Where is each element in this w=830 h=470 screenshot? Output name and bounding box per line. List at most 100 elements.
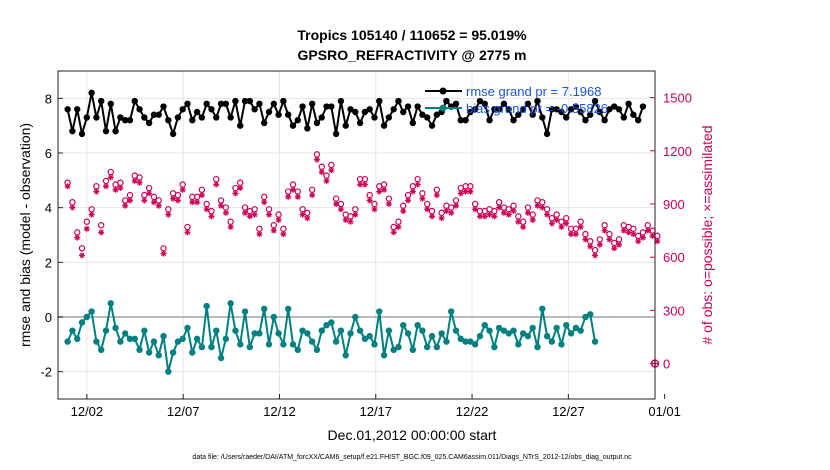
obs-assimilated-stroke-d2-228	[611, 245, 617, 251]
rmse-point-90	[280, 97, 287, 105]
obs-assimilated-point-16	[102, 183, 109, 190]
rmse-point-26	[126, 117, 134, 124]
obs-assimilated-point-230	[616, 241, 623, 248]
rmse-point-88	[275, 111, 282, 118]
rmse-point-62	[213, 114, 220, 121]
rmse-point-136	[390, 106, 397, 113]
y-axis-left-label: rmse and bias (model - observation)	[17, 123, 33, 347]
obs-assimilated-point-96	[294, 193, 301, 200]
bias-point-72	[237, 341, 244, 348]
obs-possible-point-8	[83, 218, 91, 225]
obs-assimilated-stroke-d2-148	[419, 196, 425, 202]
x-tick-label-5: 12/27	[552, 404, 585, 419]
obs-assimilated-stroke-d2-194	[530, 217, 536, 223]
obs-assimilated-point-72	[237, 185, 244, 192]
obs-assimilated-point-116	[342, 216, 349, 223]
bias-point-84	[265, 341, 273, 348]
rmse-point-8	[83, 114, 91, 121]
bias-point-102	[308, 338, 316, 345]
rmse-point-238	[634, 117, 642, 124]
bias-point-96	[294, 346, 301, 353]
obs-assimilated-point-14	[98, 229, 105, 236]
obs-assimilated-stroke-d2-42	[165, 212, 171, 218]
obs-assimilated-point-242	[644, 227, 651, 234]
obs-assimilated-point-128	[371, 206, 378, 213]
bias-point-110	[328, 319, 335, 326]
obs-assimilated-point-164	[457, 190, 464, 197]
bias-point-82	[261, 305, 268, 312]
bias-point-194	[529, 324, 536, 332]
rmse-point-12	[93, 114, 100, 121]
obs-assimilated-point-198	[539, 204, 546, 211]
bias-point-130	[376, 308, 383, 315]
obs-assimilated-point-238	[635, 238, 642, 245]
bias-point-76	[246, 343, 254, 351]
rmse-point-236	[630, 111, 637, 118]
obs-assimilated-point-88	[275, 216, 282, 223]
rmse-point-60	[208, 106, 215, 113]
rmse-point-176	[486, 117, 493, 124]
obs-assimilated-stroke-d2-116	[343, 217, 349, 223]
obs-assimilated-stroke-d2-4	[74, 235, 80, 241]
obs-assimilated-stroke-d2-80	[256, 231, 262, 237]
obs-assimilated-stroke-d2-8	[84, 226, 90, 232]
rmse-point-170	[471, 106, 479, 113]
rmse-point-76	[246, 97, 254, 105]
legend-rmse-label: rmse grand pr = 7.1968	[466, 84, 602, 99]
bias-point-164	[457, 335, 464, 343]
obs-assimilated-point-80	[256, 231, 263, 238]
obs-assimilated-stroke-d2-16	[103, 183, 109, 189]
bias-point-74	[241, 308, 249, 315]
x-tick-label-6: 01/01	[648, 404, 681, 419]
obs-assimilated-stroke-d2-106	[319, 169, 325, 175]
obs-assimilated-stroke-d2-218	[587, 244, 593, 250]
obs-assimilated-stroke-d2-56	[199, 192, 205, 198]
bias-point-56	[198, 343, 206, 351]
rmse-point-40	[160, 103, 167, 110]
obs-assimilated-stroke-d2-52	[189, 199, 195, 205]
bias-point-2	[69, 327, 76, 334]
y-right-tick-label-2: 600	[663, 250, 685, 265]
rmse-point-220	[591, 97, 599, 105]
obs-assimilated-point-4	[74, 234, 81, 241]
obs-assimilated-point-106	[318, 169, 325, 176]
obs-assimilated-stroke-d2-98	[300, 212, 306, 218]
rmse-point-4	[74, 106, 81, 113]
x-tick-label-2: 12/12	[263, 404, 296, 419]
obs-assimilated-point-100	[304, 215, 311, 222]
obs-assimilated-stroke-d2-128	[371, 206, 378, 212]
obs-assimilated-point-74	[242, 209, 249, 216]
obs-assimilated-point-70	[232, 190, 239, 197]
legend-rmse-marker	[439, 87, 447, 95]
rmse-point-144	[409, 119, 417, 127]
bias-point-204	[553, 324, 560, 332]
bias-point-108	[323, 322, 330, 329]
obs-assimilated-point-174	[481, 213, 488, 220]
obs-assimilated-stroke-d2-2	[69, 204, 75, 211]
obs-assimilated-stroke-d2-230	[616, 242, 622, 248]
obs-assimilated-point-28	[131, 177, 138, 184]
bias-point-24	[121, 330, 129, 337]
y-right-tick-label-3: 900	[663, 197, 685, 212]
obs-assimilated-stroke-d2-164	[458, 190, 464, 196]
rmse-point-168	[467, 108, 474, 116]
obs-assimilated-point-98	[299, 211, 306, 218]
rmse-point-202	[548, 106, 556, 113]
obs-assimilated-point-68	[227, 224, 234, 231]
rmse-point-240	[639, 103, 647, 110]
rmse-point-64	[217, 100, 225, 108]
rmse-point-212	[572, 103, 580, 110]
rmse-point-68	[227, 114, 234, 121]
bias-point-32	[141, 327, 148, 334]
obs-assimilated-point-76	[246, 213, 253, 220]
y-left-tick-label-2: 2	[45, 255, 52, 270]
obs-assimilated-stroke-d2-142	[405, 197, 411, 203]
obs-assimilated-stroke-d2-14	[98, 229, 104, 235]
bias-point-160	[447, 308, 455, 315]
obs-assimilated-point-208	[563, 220, 570, 227]
obs-assimilated-point-186	[510, 208, 517, 215]
obs-assimilated-point-126	[366, 197, 373, 204]
bias-point-100	[304, 330, 311, 337]
obs-assimilated-point-136	[390, 229, 397, 236]
bias-point-186	[510, 327, 517, 334]
